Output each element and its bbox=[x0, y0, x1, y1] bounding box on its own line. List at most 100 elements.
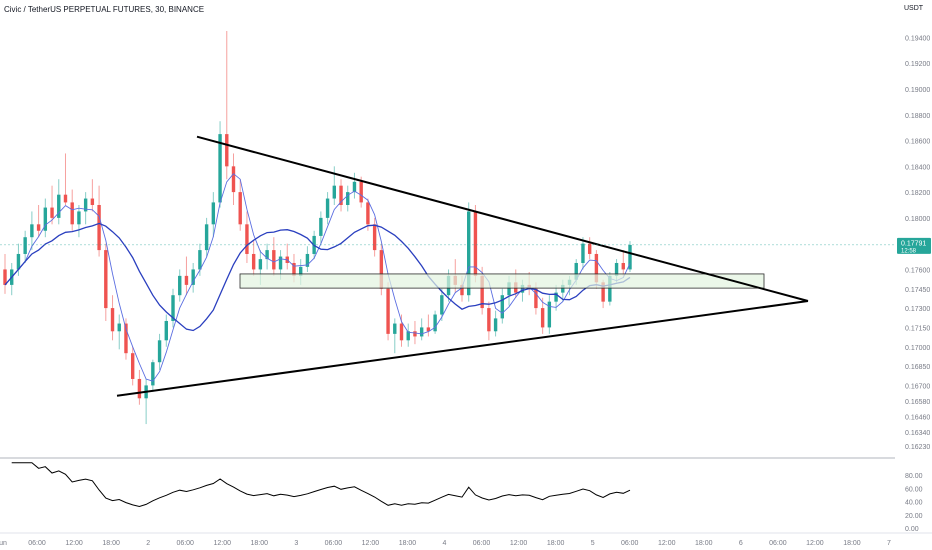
x-tick-label: 4 bbox=[443, 540, 447, 547]
candle-body bbox=[191, 269, 195, 285]
candle bbox=[23, 230, 27, 263]
rsi-panel: 80.00 60.00 40.00 20.00 0.00 bbox=[11, 462, 923, 533]
candle-body bbox=[83, 198, 88, 212]
price-badge-value: 0.17791 bbox=[901, 240, 926, 247]
candle-body bbox=[346, 192, 350, 205]
lower-trendline bbox=[116, 300, 809, 397]
y-tick-label: 0.16850 bbox=[905, 364, 930, 371]
candle-body bbox=[251, 253, 256, 270]
price-axis[interactable]: 0.19400 0.19200 0.19000 0.18800 0.18600 0.184… bbox=[905, 35, 930, 451]
candle bbox=[178, 269, 182, 302]
x-tick-label: 5 bbox=[591, 540, 595, 547]
candle bbox=[104, 243, 108, 321]
y-tick-label: 0.17150 bbox=[905, 325, 930, 332]
y-tick-label: 0.18800 bbox=[905, 113, 930, 120]
candle-body bbox=[601, 282, 605, 302]
candle-body bbox=[57, 194, 61, 218]
candle bbox=[50, 185, 54, 225]
candle bbox=[433, 310, 437, 334]
candle-body bbox=[332, 185, 337, 199]
y-tick-label: 0.18400 bbox=[905, 164, 930, 171]
candle bbox=[319, 211, 323, 244]
candle bbox=[419, 318, 424, 341]
candle-body bbox=[366, 202, 370, 225]
candle bbox=[325, 192, 330, 225]
candle-body bbox=[90, 198, 95, 205]
candle-body bbox=[218, 134, 222, 203]
symbol-title: Civic / TetherUS PERPETUAL FUTURES, 30, … bbox=[4, 5, 205, 14]
candle bbox=[184, 256, 189, 296]
candle-body bbox=[36, 224, 41, 231]
candle bbox=[77, 204, 81, 238]
candle-body bbox=[157, 340, 162, 363]
candle bbox=[621, 250, 625, 276]
candle bbox=[204, 217, 209, 257]
candle bbox=[164, 314, 168, 347]
y-tick-label: 0.16580 bbox=[905, 399, 930, 406]
candle-body bbox=[77, 211, 81, 225]
candle bbox=[332, 166, 337, 205]
y-tick-label: 0.16700 bbox=[905, 383, 930, 390]
candle bbox=[137, 369, 142, 405]
x-tick-label: un bbox=[0, 540, 7, 547]
candle-body bbox=[419, 327, 424, 337]
y-tick-label: 0.16230 bbox=[905, 444, 930, 451]
x-tick-label: 18:00 bbox=[399, 540, 417, 547]
rsi-tick-label: 40.00 bbox=[905, 500, 923, 507]
candle-body bbox=[258, 259, 263, 270]
candle bbox=[547, 295, 552, 334]
candle-body bbox=[171, 295, 175, 321]
candle bbox=[393, 318, 397, 354]
candle bbox=[587, 237, 592, 260]
x-tick-label: 18:00 bbox=[695, 540, 713, 547]
candle bbox=[171, 288, 175, 328]
candle bbox=[191, 262, 195, 293]
candle-body bbox=[581, 243, 585, 263]
candle-body bbox=[104, 250, 108, 309]
candle-body bbox=[493, 318, 498, 332]
candle bbox=[124, 318, 128, 360]
candle-body bbox=[460, 284, 464, 296]
time-axis[interactable]: un 06:00 12:00 18:00 2 06:00 12:00 18:00 3 06:00 1… bbox=[0, 532, 932, 547]
candle bbox=[3, 253, 7, 294]
x-tick-label: 18:00 bbox=[251, 540, 269, 547]
candle-body bbox=[561, 284, 565, 293]
candle-body bbox=[393, 323, 397, 334]
candle-body bbox=[198, 250, 202, 270]
y-tick-label: 0.18200 bbox=[905, 190, 930, 197]
candle bbox=[63, 153, 68, 205]
candle-body bbox=[211, 202, 216, 225]
candle-body bbox=[292, 262, 296, 276]
y-tick-label: 0.19200 bbox=[905, 61, 930, 68]
candle bbox=[144, 378, 148, 425]
candle-body bbox=[480, 275, 484, 309]
candle-body bbox=[406, 331, 410, 341]
candle bbox=[406, 323, 410, 347]
candle bbox=[487, 301, 491, 341]
upper-trendline bbox=[196, 135, 809, 302]
candle-body bbox=[547, 301, 552, 328]
candle-body bbox=[621, 262, 625, 270]
candle bbox=[473, 204, 478, 283]
candle bbox=[386, 282, 390, 341]
x-tick-label: 12:00 bbox=[65, 540, 83, 547]
candle-body bbox=[43, 207, 48, 231]
candle bbox=[16, 243, 21, 276]
candle-body bbox=[178, 275, 182, 296]
candle-body bbox=[124, 323, 128, 354]
candle-body bbox=[440, 295, 444, 315]
price-badge-bg bbox=[897, 237, 931, 254]
candle-body bbox=[352, 181, 357, 193]
triangle-pattern bbox=[116, 135, 809, 397]
candle-body bbox=[151, 362, 155, 386]
candle-body bbox=[325, 198, 330, 218]
y-tick-label: 0.18600 bbox=[905, 139, 930, 146]
x-tick-label: 18:00 bbox=[547, 540, 565, 547]
rsi-tick-label: 60.00 bbox=[905, 486, 923, 493]
candle bbox=[211, 192, 216, 238]
candle-body bbox=[386, 288, 390, 334]
ma-slow-line bbox=[4, 222, 631, 332]
candle-body bbox=[70, 202, 74, 225]
candle-body bbox=[305, 253, 310, 267]
